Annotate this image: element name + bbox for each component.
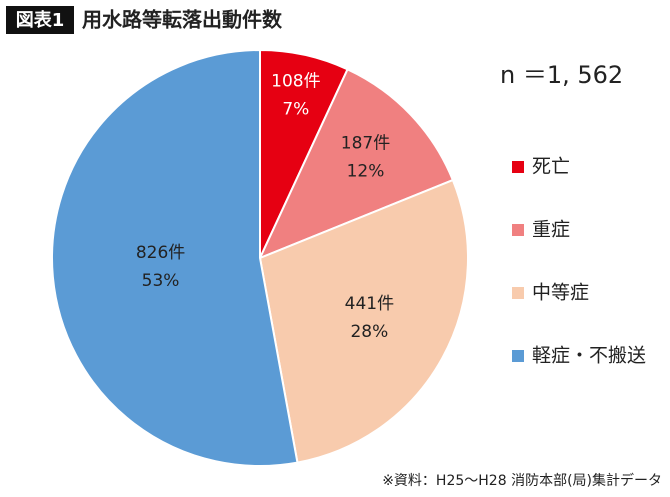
legend-label: 軽症・不搬送 bbox=[532, 345, 646, 367]
pie-slice bbox=[258, 67, 455, 260]
annotation: n ＝1, 562 bbox=[500, 61, 623, 89]
pie-slice bbox=[258, 178, 469, 464]
percent-label: 53% bbox=[142, 271, 180, 291]
legend-label: 中等症 bbox=[532, 282, 589, 304]
percent-label: 12% bbox=[347, 162, 385, 182]
legend-swatch bbox=[512, 161, 524, 173]
badge-box bbox=[6, 6, 74, 34]
percent-label: 28% bbox=[350, 322, 388, 342]
value-label: 187件 bbox=[341, 134, 390, 154]
percent-label: 7% bbox=[282, 100, 309, 120]
value-label: 826件 bbox=[136, 243, 185, 263]
legend-label: 死亡 bbox=[532, 156, 570, 178]
chart-title: 用水路等転落出動件数 bbox=[82, 8, 283, 32]
legend-label: 重症 bbox=[532, 219, 570, 241]
value-label: 441件 bbox=[345, 294, 394, 314]
value-label: 108件 bbox=[271, 72, 320, 92]
legend-swatch bbox=[512, 224, 524, 236]
legend-swatch bbox=[512, 287, 524, 299]
legend-swatch bbox=[512, 350, 524, 362]
badge: 図表1 bbox=[16, 9, 65, 31]
pie-slice bbox=[51, 48, 299, 467]
source: ※資料：H25〜H28 消防本部(局)集計データ bbox=[382, 472, 662, 489]
